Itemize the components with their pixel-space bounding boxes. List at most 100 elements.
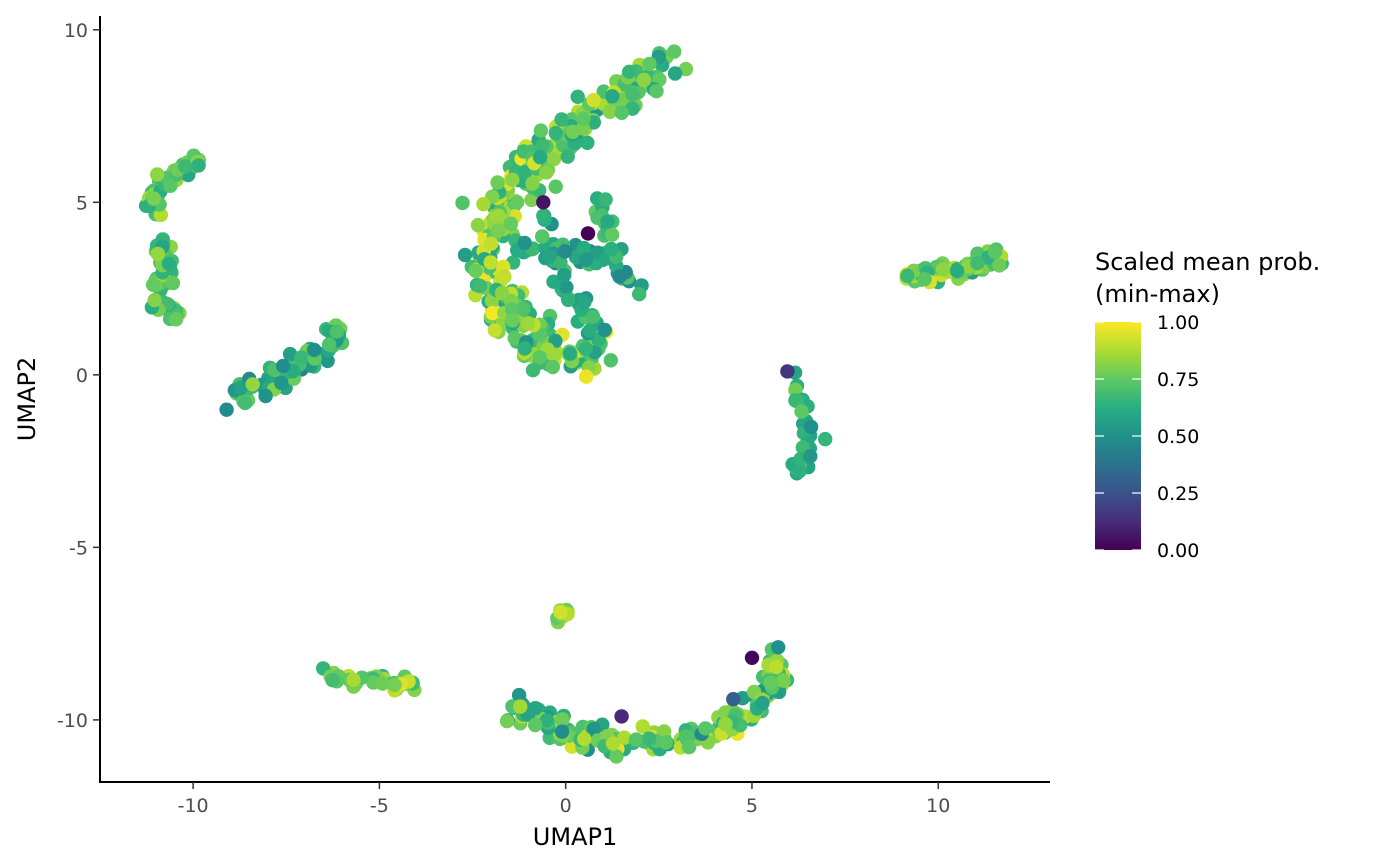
point-right-vertical	[803, 419, 819, 435]
y-tick-label: 0	[76, 365, 88, 387]
point-left-diagonal	[320, 353, 335, 369]
colorbar-legend: Scaled mean prob. (min-max) 0.00 0.25 0.50…	[1095, 248, 1320, 562]
point-central-inner-stalk	[582, 323, 597, 338]
point-left-diagonal	[258, 388, 273, 404]
point-right-vertical	[792, 463, 807, 479]
point-bottom-arc	[642, 731, 657, 746]
point-left-diagonal	[282, 346, 298, 362]
point-left-diagonal	[294, 350, 309, 365]
point-central-C-arc	[667, 66, 683, 81]
point-central-C-arc	[545, 359, 560, 375]
point-outlier	[614, 709, 629, 724]
point-left-diagonal	[237, 395, 253, 411]
point-bottom-arc	[755, 695, 770, 711]
point-central-C-arc	[580, 135, 595, 150]
point-central-C-arc	[487, 323, 502, 338]
x-tick-label: 5	[746, 795, 758, 817]
point-central-C-arc	[468, 263, 483, 278]
point-left-diagonal	[233, 380, 248, 395]
y-axis-ticks: -10 -5 0 5 10	[57, 20, 100, 732]
point-central-C-arc	[491, 223, 506, 238]
point-central-C-arc	[586, 92, 601, 108]
point-bottom-arc	[658, 735, 674, 750]
y-tick-label: -10	[57, 710, 88, 732]
point-top-left-arc	[146, 191, 161, 206]
point-central-C-arc	[649, 83, 664, 99]
point-bottom-arc	[554, 724, 570, 739]
point-bottom-arc	[539, 713, 554, 728]
point-outlier	[536, 195, 551, 210]
point-bottom-arc	[776, 673, 791, 688]
point-central-C-arc	[539, 165, 554, 180]
point-central-C-arc	[455, 195, 470, 211]
point-central-C-arc	[525, 176, 540, 191]
point-bottom-arc	[528, 717, 543, 733]
point-top-left-arc	[191, 158, 206, 173]
point-right-vertical	[794, 404, 809, 419]
point-bottom-arc	[763, 675, 778, 690]
point-right-blob	[970, 256, 985, 271]
point-central-right-spur	[604, 227, 620, 242]
point-bottom-arc	[718, 716, 733, 732]
point-left-vertical	[147, 292, 162, 308]
point-central-C-arc	[491, 208, 506, 223]
colorbar-title-line-1: Scaled mean prob.	[1095, 248, 1320, 276]
point-left-vertical	[150, 246, 166, 262]
point-outlier	[744, 650, 760, 665]
x-tick-label: -10	[178, 795, 209, 817]
point-bottom-arc	[511, 687, 527, 703]
point-central-C-arc	[579, 369, 594, 384]
point-central-inner-stalk	[597, 322, 612, 338]
point-bottom-arc	[681, 739, 697, 755]
point-bottom-arc	[656, 724, 672, 739]
x-tick-label: 0	[560, 795, 572, 817]
point-central-inner-stalk	[536, 208, 551, 223]
point-central-inner-stalk	[561, 292, 576, 308]
colorbar-tick-label: 1.00	[1157, 312, 1199, 334]
colorbar-tick-label: 0.25	[1157, 483, 1199, 505]
x-axis-ticks: -10 -5 0 5 10	[178, 782, 950, 817]
point-central-C-arc	[483, 236, 499, 251]
point-central-C-arc	[602, 104, 618, 120]
point-right-vertical	[803, 449, 818, 464]
point-left-diagonal	[276, 358, 291, 374]
point-bottom-arc	[513, 699, 528, 714]
point-left-vertical	[161, 256, 177, 271]
point-central-C-arc	[517, 341, 532, 356]
point-bottom-arc	[628, 732, 644, 747]
point-central-C-arc	[457, 247, 473, 263]
point-central-inner-stalk	[557, 244, 573, 259]
point-central-C-arc	[546, 152, 562, 167]
point-left-horizontal	[325, 673, 340, 688]
point-central-C-arc	[565, 124, 580, 139]
point-central-C-arc	[472, 278, 488, 294]
y-axis-title: UMAP2	[13, 357, 41, 441]
point-central-inner-stalk	[546, 274, 561, 289]
point-central-C-arc	[507, 331, 522, 346]
point-small-dash	[553, 605, 568, 620]
point-right-vertical	[818, 431, 833, 447]
point-left-vertical	[145, 277, 161, 292]
axes	[99, 16, 1050, 783]
point-outlier	[580, 226, 596, 241]
point-central-C-arc	[532, 149, 548, 165]
point-top-left-arc	[163, 178, 178, 193]
point-central-C-arc	[518, 164, 533, 179]
point-central-C-arc	[503, 216, 519, 231]
point-left-diagonal	[219, 402, 234, 417]
point-right-blob	[900, 268, 915, 283]
point-left-vertical	[165, 275, 181, 291]
colorbar-ticks: 0.00 0.25 0.50 0.75 1.00	[1095, 312, 1199, 562]
point-bottom-arc	[617, 730, 632, 745]
point-central-inner-stalk	[553, 255, 568, 270]
point-central-C-arc	[505, 302, 520, 317]
point-left-horizontal	[346, 672, 361, 688]
point-central-inner-branch	[578, 252, 594, 268]
point-bottom-arc	[635, 719, 650, 734]
point-right-blob	[987, 245, 1003, 260]
point-central-C-arc	[625, 87, 640, 102]
point-central-C-arc	[505, 313, 520, 328]
point-central-inner-branch	[612, 269, 627, 284]
point-central-C-arc	[642, 56, 657, 72]
